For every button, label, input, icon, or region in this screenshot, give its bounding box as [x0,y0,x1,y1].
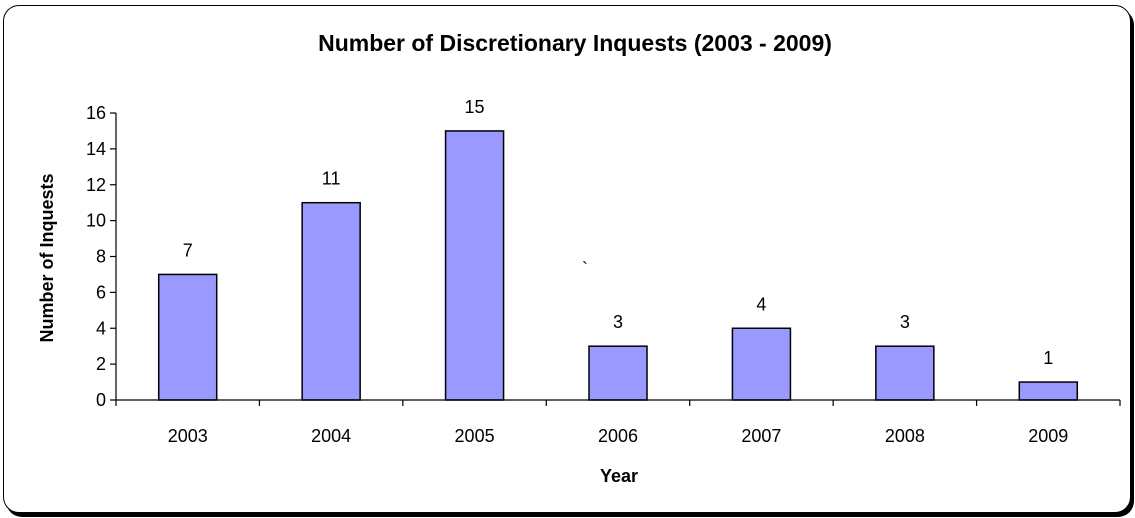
x-tick-label: 2006 [598,426,638,446]
y-tick-label: 0 [96,390,106,410]
y-tick-label: 8 [96,247,106,267]
data-label-2003: 7 [183,240,193,260]
data-label-2008: 3 [900,312,910,332]
x-tick-label: 2007 [741,426,781,446]
y-tick-label: 16 [86,103,106,123]
data-label-2005: 15 [465,97,485,117]
x-tick-label: 2008 [885,426,925,446]
chart-frame [3,5,1131,513]
x-axis-label: Year [600,466,638,486]
chart-title: Number of Discretionary Inquests (2003 -… [318,30,832,56]
bar-2007 [731,327,792,401]
bar-2003 [157,273,218,401]
x-tick-label: 2009 [1028,426,1068,446]
bar-2006 [588,345,648,401]
y-tick-label: 14 [86,139,106,159]
y-tick-label: 6 [96,282,106,302]
bar-2004 [301,201,361,401]
data-label-2006: 3 [613,312,623,332]
y-tick-label: 10 [86,211,106,231]
x-tick-label: 2004 [311,426,351,446]
x-tick-label: 2005 [455,426,495,446]
x-tick-label: 2003 [168,426,208,446]
y-axis-label: Number of Inquests [37,173,57,342]
bar-2009 [1018,381,1079,401]
y-tick-label: 4 [96,318,106,338]
y-tick-label: 12 [86,175,106,195]
bar-2008 [875,345,935,401]
data-label-2009: 1 [1043,348,1053,368]
y-tick-label: 2 [96,354,106,374]
data-label-2007: 4 [756,294,766,314]
data-label-2004: 11 [322,169,341,189]
stray-mark: ` [582,259,588,279]
bar-2005 [444,130,505,401]
